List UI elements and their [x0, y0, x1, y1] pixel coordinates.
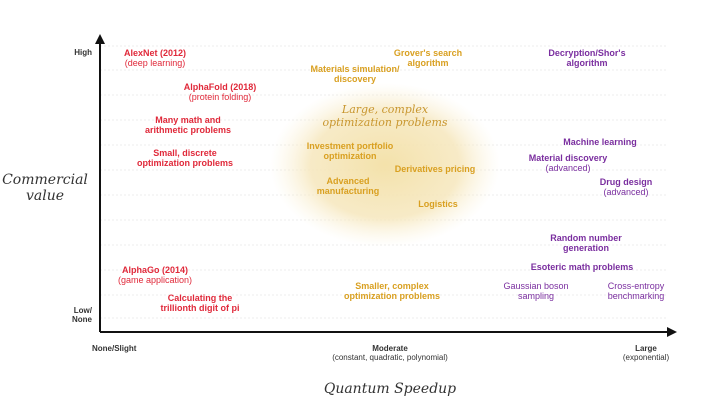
x-tick-none-label: None/Slight: [92, 344, 137, 353]
label-math-problems: Many math and arithmetic problems: [128, 115, 248, 135]
label-drug-design: Drug design (advanced): [586, 177, 666, 197]
x-axis-title-text: Quantum Speedup: [323, 381, 457, 397]
y-tick-low-line2: None: [72, 315, 92, 324]
label-boson-line1: Gaussian boson: [503, 281, 569, 291]
label-investment: Investment portfolio optimization: [292, 141, 408, 161]
label-boson: Gaussian boson sampling: [494, 281, 578, 301]
label-grover-line1: Grover's search: [393, 48, 463, 58]
cloud-title: Large, complex optimization problems: [320, 103, 450, 129]
y-tick-low: Low/ None: [56, 306, 92, 324]
label-random-number: Random number generation: [536, 233, 636, 253]
label-math-problems-line2: arithmetic problems: [144, 125, 232, 135]
label-alphago: AlphaGo (2014) (game application): [105, 265, 205, 285]
label-derivatives-line1: Derivatives pricing: [394, 164, 476, 174]
label-shor: Decryption/Shor's algorithm: [532, 48, 642, 68]
label-pi-line1: Calculating the: [167, 293, 233, 303]
label-math-problems-line1: Many math and: [155, 115, 221, 125]
label-ml-line1: Machine learning: [563, 137, 637, 147]
label-pi: Calculating the trillionth digit of pi: [140, 293, 260, 313]
label-shor-line1: Decryption/Shor's: [548, 48, 626, 58]
label-logistics: Logistics: [398, 199, 478, 209]
label-random-number-line1: Random number: [550, 233, 622, 243]
label-esoteric-line1: Esoteric math problems: [530, 262, 634, 272]
y-tick-low-line1: Low/: [73, 306, 92, 315]
label-cross-entropy-line2: benchmarking: [607, 291, 665, 301]
label-cross-entropy-line1: Cross-entropy: [607, 281, 665, 291]
x-tick-moderate-sub: (constant, quadratic, polynomial): [332, 353, 448, 362]
label-small-discrete-line2: optimization problems: [136, 158, 233, 168]
label-derivatives: Derivatives pricing: [380, 164, 490, 174]
cloud-title-line2: optimization problems: [322, 116, 448, 129]
label-boson-line2: sampling: [517, 291, 555, 301]
y-axis-arrowhead: [95, 34, 105, 44]
label-alphafold-title: AlphaFold (2018): [183, 82, 257, 92]
label-logistics-line1: Logistics: [418, 199, 458, 209]
cloud-title-line1: Large, complex: [341, 103, 429, 116]
label-alexnet-sub: (deep learning): [124, 58, 186, 68]
label-alphafold-sub: (protein folding): [188, 92, 252, 102]
y-axis-title-line2: value: [25, 188, 65, 204]
label-random-number-line2: generation: [562, 243, 609, 253]
x-tick-large: Large (exponential): [596, 344, 696, 362]
label-material-discovery: Material discovery (advanced): [518, 153, 618, 173]
x-tick-large-sub: (exponential): [622, 353, 670, 362]
label-alphago-title: AlphaGo (2014): [121, 265, 188, 275]
x-tick-none: None/Slight: [92, 344, 172, 353]
label-materials-sim-line1: Materials simulation/: [310, 64, 400, 74]
x-tick-moderate-label: Moderate: [372, 344, 408, 353]
label-small-discrete: Small, discrete optimization problems: [120, 148, 250, 168]
label-cross-entropy: Cross-entropy benchmarking: [594, 281, 678, 301]
label-alphafold: AlphaFold (2018) (protein folding): [170, 82, 270, 102]
label-alphago-sub: (game application): [117, 275, 193, 285]
x-axis-arrowhead: [667, 327, 677, 337]
label-investment-line1: Investment portfolio: [306, 141, 394, 151]
label-investment-line2: optimization: [323, 151, 377, 161]
label-pi-line2: trillionth digit of pi: [160, 303, 240, 313]
label-alexnet: AlexNet (2012) (deep learning): [105, 48, 205, 68]
x-tick-large-label: Large: [635, 344, 657, 353]
y-axis-title-line1: Commercial: [2, 172, 88, 188]
y-axis-title: Commercial value: [2, 172, 88, 204]
label-drug-design-sub: (advanced): [603, 187, 649, 197]
label-smaller-complex-line1: Smaller, complex: [355, 281, 429, 291]
label-drug-design-title: Drug design: [599, 177, 653, 187]
y-tick-high: High: [62, 48, 92, 57]
label-smaller-complex-line2: optimization problems: [343, 291, 440, 301]
label-ml: Machine learning: [550, 137, 650, 147]
label-shor-line2: algorithm: [566, 58, 608, 68]
x-tick-moderate: Moderate (constant, quadratic, polynomia…: [300, 344, 480, 362]
label-small-discrete-line1: Small, discrete: [153, 148, 217, 158]
label-material-discovery-sub: (advanced): [545, 163, 591, 173]
label-esoteric: Esoteric math problems: [522, 262, 642, 272]
label-smaller-complex: Smaller, complex optimization problems: [330, 281, 454, 301]
label-grover: Grover's search algorithm: [378, 48, 478, 68]
x-axis-title: Quantum Speedup: [290, 381, 490, 397]
label-materials-sim: Materials simulation/ discovery: [295, 64, 415, 84]
y-tick-high-label: High: [74, 48, 92, 57]
label-grover-line2: algorithm: [407, 58, 449, 68]
label-materials-sim-line2: discovery: [333, 74, 377, 84]
label-alexnet-title: AlexNet (2012): [123, 48, 187, 58]
label-manufacturing: Advanced manufacturing: [298, 176, 398, 196]
label-material-discovery-title: Material discovery: [528, 153, 608, 163]
optimization-cloud: [270, 83, 500, 247]
label-manufacturing-line2: manufacturing: [316, 186, 380, 196]
label-manufacturing-line1: Advanced: [326, 176, 370, 186]
